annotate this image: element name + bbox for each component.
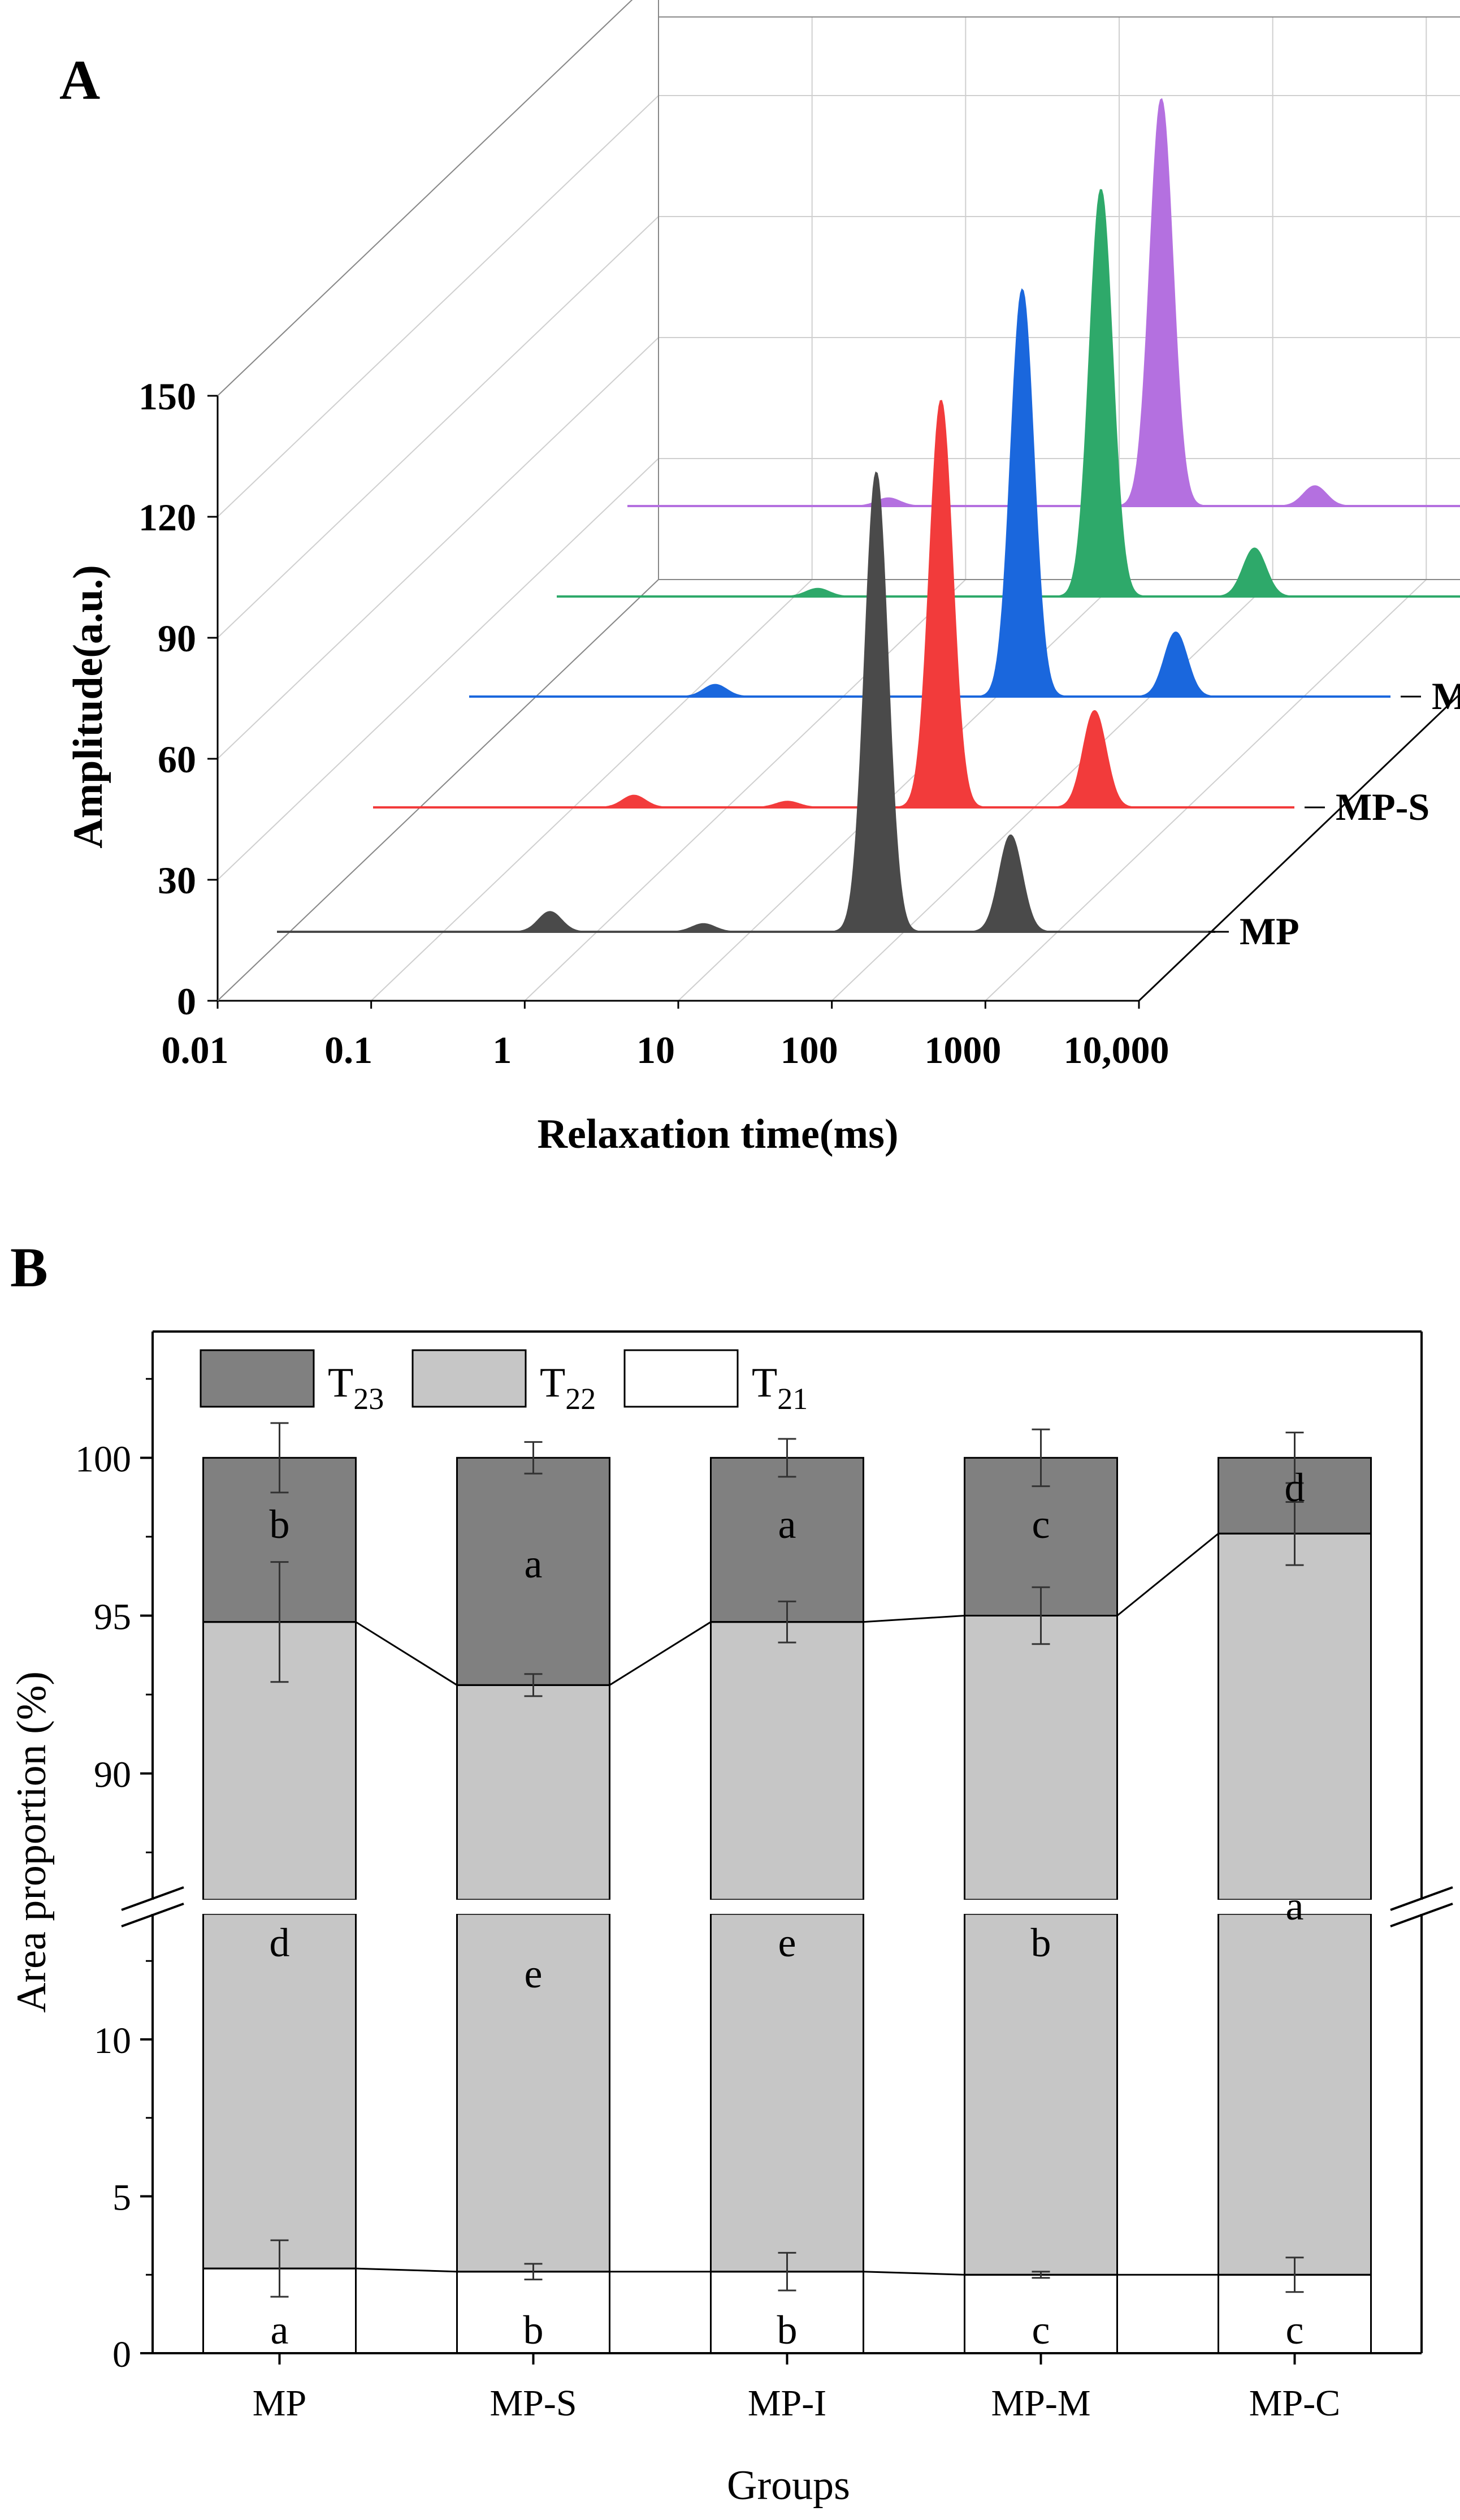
sig-letter-t21: b	[777, 2307, 798, 2353]
legend-swatch-t21	[623, 1349, 739, 1408]
sig-letter-t23: d	[1285, 1465, 1305, 1510]
bar-t22-lower	[202, 1913, 357, 2270]
y-axis-title: Area proportion (%)	[8, 1671, 55, 2013]
series-label-mp-s: MP-S	[1336, 785, 1429, 828]
legend-swatch-t23	[200, 1349, 315, 1408]
y-tick-label: 10	[94, 2020, 131, 2061]
sig-letter-t21: a	[271, 2307, 289, 2353]
x-tick-label: 0.1	[324, 1028, 372, 1071]
floor-grid-line	[985, 579, 1427, 1001]
bar-t22-lower	[964, 1913, 1118, 2276]
sig-letter-t23: b	[270, 1502, 290, 1547]
y-tick-label: 95	[94, 1597, 131, 1638]
side-grid-line	[217, 216, 659, 638]
sig-letter-t23: a	[525, 1541, 543, 1587]
series-curve-mp	[277, 471, 1198, 932]
series-curve-mp-c	[627, 98, 1460, 507]
legend-label-t22: T22	[540, 1360, 596, 1416]
y-tick-label: 30	[158, 859, 196, 902]
y-tick-label: 60	[158, 738, 196, 781]
sig-letter-t22: e	[525, 1951, 543, 1996]
y-tick-label: 90	[158, 617, 196, 660]
bar-t22-lower	[710, 1913, 864, 2273]
x-axis-title: Relaxation time(ms)	[537, 1111, 898, 1157]
bar-t22-lower	[1218, 1913, 1372, 2276]
bar-t23	[710, 1456, 864, 1623]
x-tick-label: 0.01	[162, 1028, 229, 1071]
break-mark	[121, 1903, 184, 1927]
x-tick-label: MP-C	[1249, 2383, 1340, 2424]
panel-b-label: B	[10, 1236, 48, 1299]
y-tick-label: 120	[138, 496, 196, 539]
x-tick-label: 100	[781, 1028, 838, 1071]
y-tick-label: 0	[177, 980, 196, 1023]
bar-t22-upper	[456, 1684, 610, 1901]
chart-a-waterfall: 0 30 60 90 120 150 0.01 0.1 1 10 100 1000 10,000 Rela…	[65, 0, 1460, 1157]
series-label-mp: MP	[1240, 910, 1299, 953]
x-tick-label: MP-S	[489, 2383, 577, 2424]
y-tick-label: 5	[112, 2177, 131, 2219]
y-tick-label: 100	[75, 1438, 131, 1480]
side-grid-line	[217, 337, 659, 759]
legend-swatch-t22	[411, 1349, 527, 1408]
sig-letter-t21: c	[1032, 2307, 1050, 2353]
panel-a-label: A	[59, 49, 100, 111]
bar-t22-upper	[964, 1615, 1118, 1901]
series-label-mp-i: MP-I	[1432, 675, 1460, 717]
x-tick-label: MP-I	[748, 2383, 826, 2424]
axis-break-gap	[119, 1900, 1455, 1914]
x-tick-label: 10	[636, 1028, 675, 1071]
x-tick-label: 1	[492, 1028, 512, 1071]
break-mark	[121, 1886, 184, 1911]
y-tick-label: 150	[138, 375, 196, 418]
sig-letter-t22: a	[1286, 1883, 1304, 1929]
x-tick-label: MP-M	[991, 2383, 1090, 2424]
back-frame	[217, 0, 1460, 580]
sig-letter-t22: d	[270, 1920, 290, 1965]
break-mark	[1390, 1886, 1453, 1911]
x-tick-label: MP	[253, 2383, 306, 2424]
sig-letter-t22: e	[778, 1920, 796, 1965]
y-tick-label: 90	[94, 1754, 131, 1796]
bar-t21	[456, 2271, 610, 2354]
sig-letter-t23: a	[778, 1502, 796, 1547]
floor-edge	[217, 579, 659, 1001]
x-tick-label: 10,000	[1064, 1028, 1169, 1071]
bar-t22-upper	[1218, 1532, 1372, 1901]
side-grid-line	[217, 458, 659, 880]
sig-letter-t21: b	[523, 2307, 544, 2353]
floor-grid-line	[524, 579, 967, 1001]
chart-b-stacked-bars: a d b b e a b e a c b c c a d 0 5 10 90 95 100 MP MP-S MP-I MP-M…	[8, 1330, 1455, 2509]
legend-label-t21: T21	[752, 1360, 808, 1416]
y-axis-title: Amplitude(a.u.)	[65, 565, 111, 849]
side-grid-line	[217, 0, 633, 396]
floor-grid-line	[370, 579, 813, 1001]
side-grid-line	[217, 95, 659, 517]
sig-letter-t21: c	[1286, 2307, 1304, 2353]
x-tick-label: 1000	[924, 1028, 1001, 1071]
sig-letter-t22: b	[1031, 1920, 1051, 1965]
bar-t22-upper	[710, 1621, 864, 1901]
y-tick-label: 0	[112, 2334, 131, 2375]
bar-t22-lower	[456, 1913, 610, 2273]
x-axis-title: Groups	[727, 2462, 850, 2509]
break-mark	[1390, 1903, 1453, 1927]
sig-letter-t23: c	[1032, 1502, 1050, 1547]
legend-label-t23: T23	[328, 1360, 384, 1416]
